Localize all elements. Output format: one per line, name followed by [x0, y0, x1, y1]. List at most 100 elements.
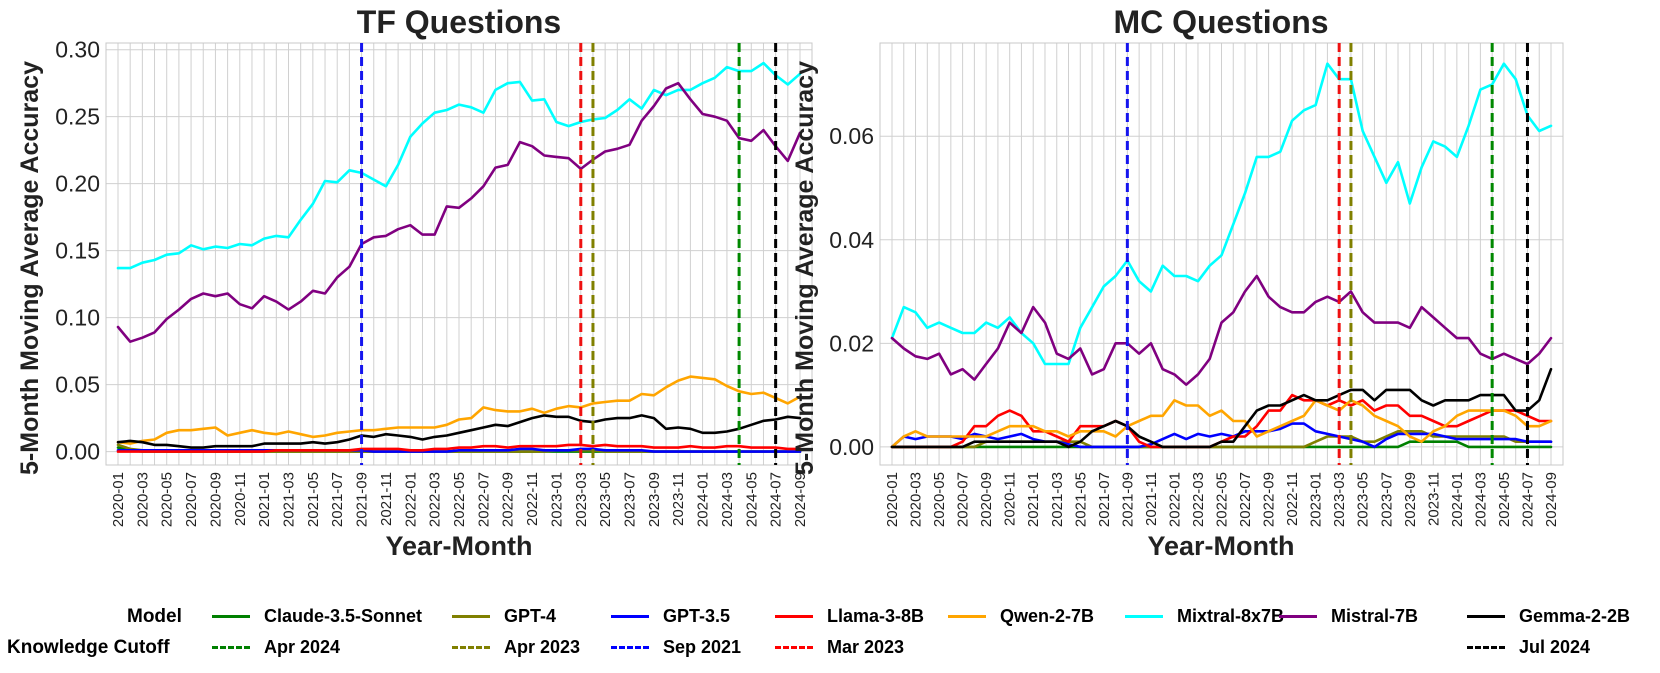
- legend-swatch-line: [212, 615, 250, 618]
- x-tick-label: 2021-05: [305, 472, 322, 527]
- x-tick-label: 2024-01: [695, 472, 712, 527]
- legend-cutoff-gpt-4: Apr 2023: [452, 637, 580, 658]
- x-tick-label: 2021-01: [256, 472, 273, 527]
- legend-swatch-dashed: [611, 646, 649, 649]
- x-tick-label: 2021-07: [1096, 472, 1113, 527]
- x-tick-label: 2024-07: [768, 472, 785, 527]
- y-axis-label: 5-Month Moving Average Accuracy: [791, 61, 819, 475]
- x-tick-label: 2020-11: [1002, 472, 1019, 526]
- x-tick-label: 2020-09: [978, 472, 995, 527]
- legend-cutoff-label: Mar 2023: [827, 637, 905, 657]
- x-tick-label: 2023-09: [646, 472, 663, 527]
- x-tick-label: 2020-05: [931, 472, 948, 527]
- x-tick-label: 2024-01: [1449, 472, 1466, 527]
- x-tick-label: 2021-11: [1143, 472, 1160, 526]
- y-tick-label: 0.25: [55, 104, 100, 130]
- x-tick-label: 2020-11: [232, 472, 249, 526]
- chart-title: TF Questions: [357, 4, 561, 40]
- legend-swatch-line: [452, 615, 490, 618]
- series-line-llama-3-8b: [116, 443, 802, 453]
- x-tick-label: 2024-07: [1519, 472, 1536, 527]
- legend-cutoff-label: Apr 2024: [264, 637, 341, 657]
- y-tick-label: 0.30: [55, 37, 100, 63]
- x-tick-label: 2022-09: [1261, 472, 1278, 527]
- legend-swatch-line: [1125, 615, 1163, 618]
- chart-panel-tf: 0.00 0.05 0.10 0.15 0.20 0.25 0.30 2020-01 2020-…: [16, 4, 813, 561]
- x-tick-label: 2020-07: [183, 472, 200, 527]
- x-tick-label: 2022-05: [1214, 472, 1231, 527]
- legend-item-gemma-2-2b: Gemma-2-2B: [1467, 606, 1630, 627]
- series-line-mixtral-8x7b: [116, 61, 802, 270]
- y-tick-label: 0.00: [829, 434, 874, 460]
- x-tick-label: 2022-11: [524, 472, 541, 526]
- x-tick-label: 2024-09: [1543, 472, 1560, 527]
- x-tick-label: 2023-05: [1355, 472, 1372, 527]
- x-tick-label: 2021-11: [378, 472, 395, 526]
- legend-swatch-dashed: [452, 646, 490, 649]
- x-tick-label: 2023-01: [548, 472, 565, 527]
- legend-swatch-line: [611, 615, 649, 618]
- x-tick-label: 2020-01: [110, 472, 127, 527]
- x-tick-label: 2020-09: [207, 472, 224, 527]
- legend-label: GPT-4: [504, 606, 557, 626]
- y-tick-label: 0.20: [55, 171, 100, 197]
- x-tick-label: 2023-07: [1378, 472, 1395, 527]
- x-tick-label: 2024-03: [1472, 472, 1489, 527]
- legend-label: Llama-3-8B: [827, 606, 925, 626]
- plot-frame: [105, 42, 813, 466]
- legend-swatch-line: [775, 615, 813, 618]
- x-axis-label: Year-Month: [385, 531, 532, 561]
- x-tick-label: 2020-05: [159, 472, 176, 527]
- series-line-qwen-2-7b: [116, 375, 802, 445]
- x-tick-label: 2023-11: [1425, 472, 1442, 526]
- x-tick-label: 2021-03: [1049, 472, 1066, 527]
- legend-cutoff-label: Sep 2021: [663, 637, 742, 657]
- x-tick-label: 2022-07: [1237, 472, 1254, 527]
- y-tick-label: 0.05: [55, 372, 100, 398]
- series-line-gpt-3-5: [116, 447, 802, 453]
- x-tick-label: 2022-11: [1284, 472, 1301, 526]
- x-tick-label: 2023-05: [597, 472, 614, 527]
- x-tick-label: 2023-03: [1331, 472, 1348, 527]
- series-line-qwen-2-7b: [890, 398, 1553, 449]
- legend-swatch-line: [1279, 615, 1317, 618]
- legend-item-gpt-4: GPT-4: [452, 606, 556, 627]
- x-tick-label: 2021-07: [329, 472, 346, 527]
- legend-item-gpt-3-5: GPT-3.5: [611, 606, 730, 627]
- legend-item-mixtral-8x7b: Mixtral-8x7B: [1125, 606, 1284, 627]
- legend-cutoff-header: Knowledge Cutoff: [7, 637, 170, 658]
- x-tick-label: 2022-01: [1166, 472, 1183, 527]
- x-tick-label: 2020-01: [884, 472, 901, 527]
- x-tick-label: 2022-09: [500, 472, 517, 527]
- x-tick-label: 2021-03: [281, 472, 298, 527]
- x-tick-label: 2022-03: [427, 472, 444, 527]
- x-tick-label: 2023-07: [622, 472, 639, 527]
- x-tick-label: 2021-01: [1025, 472, 1042, 527]
- x-tick-label: 2024-09: [792, 472, 809, 527]
- series-line-mistral-7b: [890, 274, 1553, 387]
- legend-swatch-line: [1467, 615, 1505, 618]
- legend-cutoff-gemma-2-2b: Jul 2024: [1467, 637, 1590, 658]
- series-line-mixtral-8x7b: [890, 62, 1553, 366]
- y-tick-label: 0.02: [829, 330, 874, 356]
- legend-label: Qwen-2-7B: [1000, 606, 1095, 626]
- chart-panel-mc: 0.00 0.02 0.04 0.06 2020-01 2020-03 2020-05 202…: [791, 4, 1564, 561]
- legend-label: Mistral-7B: [1331, 606, 1419, 626]
- y-tick-label: 0.00: [55, 439, 100, 465]
- x-tick-label: 2023-11: [670, 472, 687, 526]
- x-tick-label: 2021-05: [1072, 472, 1089, 527]
- legend-cutoff-label: Apr 2023: [504, 637, 581, 657]
- x-axis-label: Year-Month: [1147, 531, 1294, 561]
- x-tick-label: 2023-01: [1308, 472, 1325, 527]
- plot-frame: [879, 42, 1564, 466]
- x-tick-label: 2022-03: [1190, 472, 1207, 527]
- legend-item-qwen-2-7b: Qwen-2-7B: [948, 606, 1094, 627]
- legend-swatch-dashed: [1467, 646, 1505, 649]
- legend-item-claude-3-5-sonnet: Claude-3.5-Sonnet: [212, 606, 422, 627]
- legend-swatch-dashed: [775, 646, 813, 649]
- legend-swatch-line: [948, 615, 986, 618]
- series-line-gemma-2-2b: [890, 367, 1553, 449]
- series-line-gemma-2-2b: [116, 414, 802, 449]
- x-tick-label: 2020-03: [134, 472, 151, 527]
